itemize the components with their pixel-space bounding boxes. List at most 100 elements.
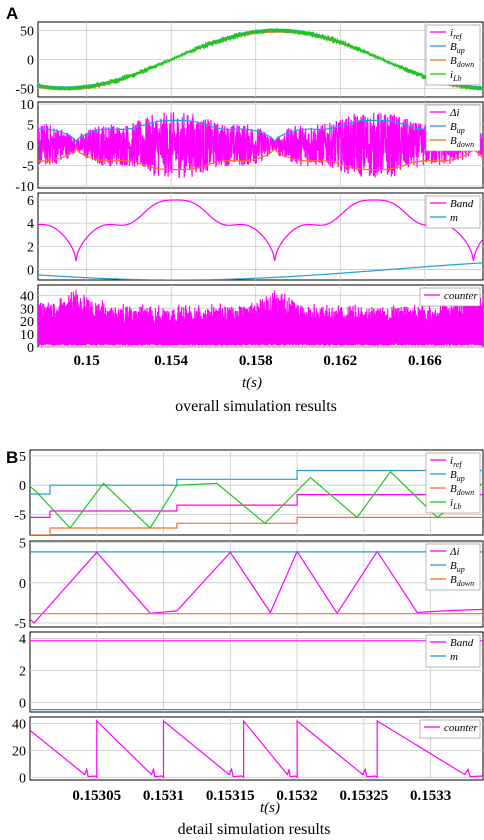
x-tick-label: 0.158 [239,353,273,369]
legend-box [425,634,481,668]
legend-label: m [450,651,458,663]
legend: Band m [425,634,481,668]
series-group [38,288,483,346]
legend-label: iLb [450,69,462,83]
legend: Band m [425,195,481,229]
y-tick-label: 10 [20,98,34,113]
y-tick-label: 0 [19,577,26,592]
y-tick-label: 10 [20,328,34,343]
axes-frame [29,540,484,628]
subplot-B-4: 0 20 40 counter [12,716,484,786]
series-bdown-line [38,146,483,171]
legend-box [419,719,481,739]
series-group [30,719,483,779]
x-tick-label: 0.162 [323,353,357,369]
y-tick-label: 5 [27,119,34,134]
y-tick-label: 2 [27,240,34,255]
y-tick-label: 0 [27,139,34,154]
y-tick-label: 0 [27,341,34,356]
legend-label: counter [444,290,478,302]
series-bdown-line [30,516,483,535]
y-tick-label: 0 [27,54,34,69]
x-tick-label: 0.15305 [72,788,121,804]
x-axis-label-a: t(s) [242,375,262,391]
x-tick-label: 0.166 [408,353,442,369]
x-tick-label: 0.15315 [206,788,255,804]
legend-label: counter [444,722,478,734]
legend-box [425,452,481,514]
y-tick-label: 4 [27,217,34,232]
y-tick-label: 40 [12,718,26,733]
panel-label-b: B [6,448,18,467]
x-tick-label: 0.154 [154,353,188,369]
legend-box [419,287,481,307]
y-tick-label: 50 [20,25,34,40]
y-tick-label: 20 [20,315,34,330]
y-tick-label: -5 [22,159,34,174]
panel-label-a: A [6,4,18,23]
y-tick-label: -10 [15,180,34,195]
axes-frame [29,631,484,713]
x-tick-label: 0.15 [73,353,99,369]
series-bup-line [30,469,483,495]
y-tick-label: -5 [14,617,26,632]
legend-label: Band [450,637,474,649]
y-tick-label: -5 [14,508,26,523]
x-tick-label: 0.1532 [276,788,317,804]
legend-box [425,104,481,152]
y-tick-label: 6 [27,194,34,209]
series-ilb-line [38,27,483,92]
y-tick-label: -50 [15,82,34,97]
y-tick-label: 30 [20,302,34,317]
series-counter-line [38,288,483,346]
series-group [30,550,483,624]
series-group [38,27,483,92]
series-group [30,469,483,535]
legend-label: iLb [450,497,462,511]
series-ilb-line [30,470,483,529]
series-counter-line [30,719,483,779]
series-group [30,640,483,711]
axes-frame [29,449,484,536]
legend-label: Δi [449,546,460,558]
series-group [38,112,483,179]
series-bup-line [38,119,483,144]
subplot-B-3: 0 2 4 Band m [19,631,484,713]
series-iref-line [30,494,483,518]
caption-b: detail simulation results [178,821,331,838]
y-tick-label: 0 [19,479,26,494]
legend-label: Band [450,198,474,210]
legend-box [425,24,481,86]
x-tick-label: 0.15325 [339,788,388,804]
series-i-line [38,112,483,179]
y-tick-label: 0 [19,771,26,786]
x-tick-label: 0.1531 [143,788,184,804]
series-band-line [38,199,483,262]
series-group [38,199,483,280]
y-tick-label: 5 [19,537,26,552]
legend-label: m [450,212,458,224]
axes-frame [37,192,484,281]
x-axis-label-b: t(s) [260,800,280,816]
y-tick-label: 40 [20,289,34,304]
legend-label: Δi [449,107,460,119]
legend-box [425,195,481,229]
y-tick-label: 2 [19,664,26,679]
y-tick-label: 5 [19,450,26,465]
caption-a: overall simulation results [175,398,337,415]
x-tick-label: 0.1533 [410,788,451,804]
y-tick-label: 20 [12,745,26,760]
legend: counter [419,287,481,307]
